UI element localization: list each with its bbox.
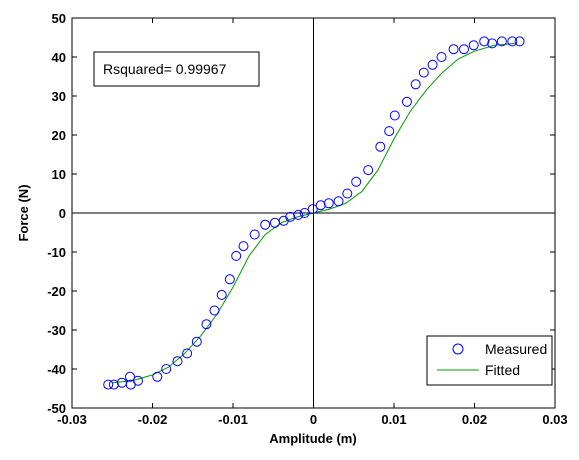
measured-point bbox=[401, 96, 412, 107]
annotation-box bbox=[93, 51, 260, 87]
measured-point bbox=[363, 165, 374, 176]
measured-point bbox=[487, 38, 498, 49]
measured-point bbox=[342, 188, 353, 199]
measured-point bbox=[216, 289, 227, 300]
measured-point bbox=[108, 379, 119, 390]
measured-point bbox=[201, 319, 212, 330]
x-tick-label: 0.02 bbox=[462, 412, 487, 427]
legend-label-measured: Measured bbox=[485, 341, 547, 357]
measured-point bbox=[427, 59, 438, 70]
measured-point bbox=[125, 371, 135, 382]
measured-point bbox=[496, 36, 507, 47]
y-tick-label: 0 bbox=[59, 206, 66, 221]
measured-point bbox=[479, 36, 490, 47]
y-tick-label: 20 bbox=[52, 128, 66, 143]
measured-point bbox=[249, 229, 260, 240]
y-tick-label: 30 bbox=[52, 89, 66, 104]
measured-point bbox=[191, 336, 202, 347]
measured-point bbox=[224, 274, 235, 285]
y-tick-label: -10 bbox=[47, 245, 66, 260]
ticks bbox=[71, 17, 556, 409]
y-axis-title: Force (N) bbox=[16, 184, 31, 241]
y-tick-label: -30 bbox=[47, 323, 66, 338]
measured-point bbox=[307, 204, 318, 215]
measured-point bbox=[238, 241, 249, 252]
measured-point bbox=[293, 209, 304, 220]
x-tick-label: 0.03 bbox=[542, 412, 567, 427]
x-tick-label: -0.03 bbox=[57, 412, 87, 427]
measured-point bbox=[410, 79, 421, 90]
rsquared-annotation: Rsquared= 0.99967 bbox=[103, 61, 227, 77]
measured-point bbox=[459, 44, 469, 55]
legend: Measured Fitted bbox=[426, 335, 553, 386]
measured-point bbox=[418, 67, 429, 78]
measured-point bbox=[231, 250, 242, 261]
measured-point bbox=[389, 110, 400, 121]
measured-point bbox=[384, 126, 395, 137]
measured-point bbox=[375, 141, 386, 152]
measured-point bbox=[333, 196, 344, 207]
measured-point bbox=[514, 36, 525, 47]
x-tick-label: 0 bbox=[310, 412, 317, 427]
measured-point bbox=[133, 375, 143, 386]
tick-labels: -0.03 -0.02 -0.01 0 0.01 0.02 0.03 -50 -40 -30 -20… bbox=[47, 11, 567, 427]
measured-point bbox=[161, 364, 172, 374]
y-tick-label: -20 bbox=[47, 284, 66, 299]
measured-point bbox=[436, 52, 447, 62]
measured-points bbox=[103, 36, 525, 390]
legend-label-fitted: Fitted bbox=[485, 362, 520, 378]
x-tick-label: 0.01 bbox=[381, 412, 406, 427]
measured-point bbox=[152, 371, 163, 382]
y-tick-label: 40 bbox=[52, 50, 66, 65]
measured-point bbox=[323, 198, 334, 209]
measured-point bbox=[285, 211, 296, 222]
x-tick-label: -0.02 bbox=[138, 412, 168, 427]
x-tick-label: -0.01 bbox=[218, 412, 248, 427]
measured-point bbox=[315, 200, 326, 211]
x-axis-title: Amplitude (m) bbox=[269, 431, 356, 446]
measured-point bbox=[182, 348, 193, 359]
measured-point bbox=[299, 208, 310, 218]
measured-point bbox=[351, 176, 362, 187]
legend-marker-measured bbox=[452, 343, 464, 355]
measured-point bbox=[103, 379, 114, 390]
measured-point bbox=[507, 36, 518, 47]
y-tick-label: 50 bbox=[52, 11, 66, 26]
measured-point bbox=[448, 44, 459, 55]
measured-point bbox=[468, 40, 479, 51]
legend-box bbox=[426, 335, 553, 386]
y-tick-label: -40 bbox=[47, 362, 66, 377]
y-tick-label: -50 bbox=[47, 401, 66, 416]
measured-point bbox=[260, 219, 271, 230]
y-tick-label: 10 bbox=[52, 167, 66, 182]
measured-point bbox=[172, 356, 183, 367]
fitted-line bbox=[112, 42, 515, 384]
measured-point bbox=[209, 305, 220, 316]
